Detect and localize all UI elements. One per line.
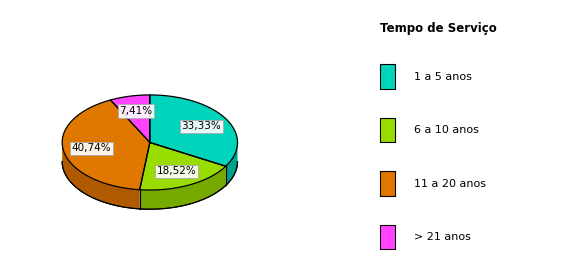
Polygon shape [111, 95, 150, 142]
Bar [381, 225, 395, 249]
Polygon shape [150, 95, 238, 166]
Bar [381, 64, 395, 89]
Polygon shape [226, 143, 238, 185]
Text: 11 a 20 anos: 11 a 20 anos [414, 179, 486, 189]
Text: 40,74%: 40,74% [71, 143, 111, 153]
Text: 1 a 5 anos: 1 a 5 anos [414, 72, 473, 82]
Polygon shape [62, 143, 140, 209]
Polygon shape [140, 142, 226, 190]
Bar [381, 118, 395, 142]
Text: Tempo de Serviço: Tempo de Serviço [381, 22, 497, 35]
Text: 6 a 10 anos: 6 a 10 anos [414, 125, 479, 135]
Polygon shape [140, 166, 226, 209]
Polygon shape [62, 100, 150, 190]
Text: 33,33%: 33,33% [182, 121, 221, 131]
Text: 7,41%: 7,41% [120, 106, 153, 116]
Bar [381, 171, 395, 196]
Text: 18,52%: 18,52% [157, 166, 197, 176]
Text: > 21 anos: > 21 anos [414, 232, 471, 242]
